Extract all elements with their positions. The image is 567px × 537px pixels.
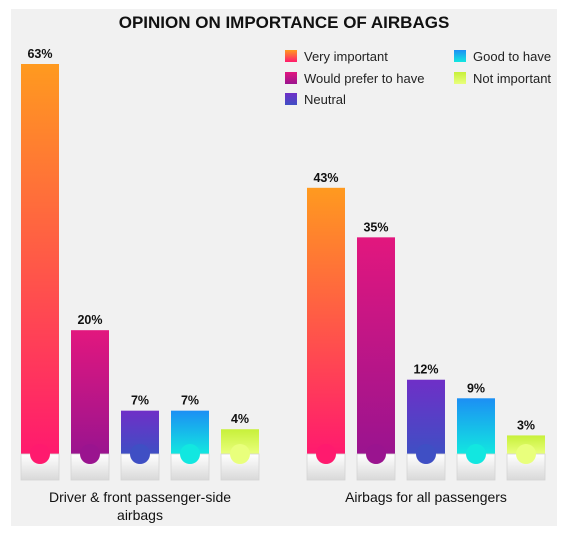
data-label: 3% — [517, 418, 535, 432]
category-label: airbags — [117, 507, 163, 523]
legend-label: Would prefer to have — [304, 71, 424, 86]
legend-swatch — [285, 50, 297, 62]
data-label: 20% — [77, 313, 102, 327]
legend-swatch — [454, 72, 466, 84]
legend-swatch — [285, 93, 297, 105]
chart-title: OPINION ON IMPORTANCE OF AIRBAGS — [119, 13, 450, 32]
bar-base-dot — [366, 444, 386, 464]
legend-swatch — [285, 72, 297, 84]
legend-label: Very important — [304, 49, 388, 64]
legend-label: Good to have — [473, 49, 551, 64]
bar-base-dot — [516, 444, 536, 464]
legend-label: Neutral — [304, 92, 346, 107]
bar-base-dot — [180, 444, 200, 464]
bar-base-dot — [466, 444, 486, 464]
bar-2-very-important — [307, 187, 345, 455]
data-label: 63% — [27, 47, 52, 61]
category-labels: Driver & front passenger-side airbags Airb… — [49, 489, 507, 523]
bar-2-would-prefer-to-have — [357, 237, 395, 454]
bar-base-dot — [30, 444, 50, 464]
bar-1-would-prefer-to-have — [71, 330, 109, 454]
category-label: Airbags for all passengers — [345, 489, 507, 505]
legend: Very important Would prefer to have Neutra… — [285, 49, 551, 107]
bars-layer: 63% 20% 7% 7% 4% 43% 35% 12% 9% 3% — [20, 47, 546, 481]
data-label: 35% — [363, 220, 388, 234]
data-label: 7% — [131, 394, 149, 408]
data-label: 4% — [231, 412, 249, 426]
category-label: Driver & front passenger-side — [49, 489, 231, 505]
bar-base-dot — [230, 444, 250, 464]
bar-base-dot — [80, 444, 100, 464]
data-label: 7% — [181, 394, 199, 408]
bar-2-neutral — [407, 379, 445, 454]
legend-swatch — [454, 50, 466, 62]
data-label: 43% — [313, 171, 338, 185]
bar-base-dot — [416, 444, 436, 464]
bar-base-dot — [316, 444, 336, 464]
legend-label: Not important — [473, 71, 551, 86]
data-label: 9% — [467, 381, 485, 395]
bar-base-dot — [130, 444, 150, 464]
data-label: 12% — [413, 363, 438, 377]
bar-1-very-important — [21, 64, 59, 454]
